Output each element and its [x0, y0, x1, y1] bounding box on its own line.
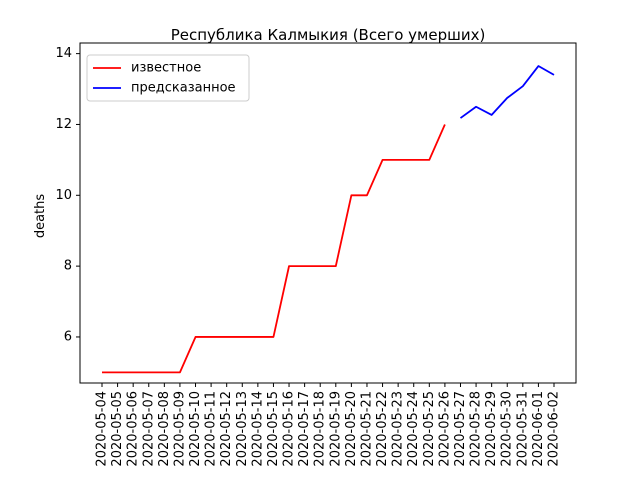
x-tick-label: 2020-05-05	[110, 391, 125, 467]
x-tick-label: 2020-05-09	[172, 391, 187, 467]
x-tick-label: 2020-06-02	[547, 391, 562, 467]
x-tick-label: 2020-05-11	[204, 391, 219, 467]
x-axis: 2020-05-04 2020-05-05 2020-05-06 2020-05-07…	[95, 383, 562, 467]
y-axis: 6 8 10 12 14	[55, 46, 80, 344]
y-tick-label: 8	[64, 259, 72, 274]
x-tick-label: 2020-05-27	[453, 391, 468, 467]
x-tick-label: 2020-05-28	[469, 391, 484, 467]
series-line-0	[102, 124, 446, 374]
x-tick-label: 2020-05-26	[437, 391, 452, 467]
x-tick-label: 2020-05-16	[282, 391, 297, 467]
x-tick-label: 2020-05-30	[500, 391, 515, 467]
x-tick-label: 2020-05-06	[126, 391, 141, 467]
x-tick-label: 2020-05-12	[219, 391, 234, 467]
x-tick-label: 2020-05-15	[266, 391, 281, 467]
x-tick-label: 2020-05-18	[313, 391, 328, 467]
legend-label-0: известное	[131, 61, 201, 76]
legend-box	[86, 54, 250, 102]
x-tick-label: 2020-05-21	[359, 391, 374, 467]
plot-frame	[79, 42, 577, 384]
y-tick-label: 6	[64, 329, 72, 344]
x-tick-label: 2020-05-25	[422, 391, 437, 467]
x-tick-label: 2020-05-24	[406, 391, 421, 467]
plot-area	[79, 42, 577, 384]
y-axis-label: deaths	[33, 194, 48, 239]
x-tick-label: 2020-05-19	[328, 391, 343, 467]
y-tick-label: 10	[55, 188, 72, 203]
series-line-1	[459, 65, 555, 119]
x-tick-label: 2020-05-04	[95, 391, 110, 467]
series-layer	[102, 65, 555, 374]
legend-label-1: предсказанное	[131, 81, 236, 96]
x-tick-label: 2020-05-13	[235, 391, 250, 467]
x-tick-label: 2020-05-17	[297, 391, 312, 467]
x-tick-label: 2020-05-08	[157, 391, 172, 467]
x-tick-label: 2020-05-10	[188, 391, 203, 467]
y-tick-label: 12	[55, 117, 72, 132]
x-tick-label: 2020-05-22	[375, 391, 390, 467]
x-tick-label: 2020-05-23	[391, 391, 406, 467]
x-tick-label: 2020-05-29	[484, 391, 499, 467]
x-tick-label: 2020-05-20	[344, 391, 359, 467]
legend: известное предсказанное	[86, 54, 250, 102]
x-tick-label: 2020-05-14	[250, 391, 265, 467]
x-tick-label: 2020-05-07	[141, 391, 156, 467]
x-tick-label: 2020-06-01	[531, 391, 546, 467]
x-tick-label: 2020-05-31	[515, 391, 530, 467]
y-tick-label: 14	[55, 46, 72, 61]
chart-title: Республика Калмыкия (Всего умерших)	[171, 26, 486, 44]
